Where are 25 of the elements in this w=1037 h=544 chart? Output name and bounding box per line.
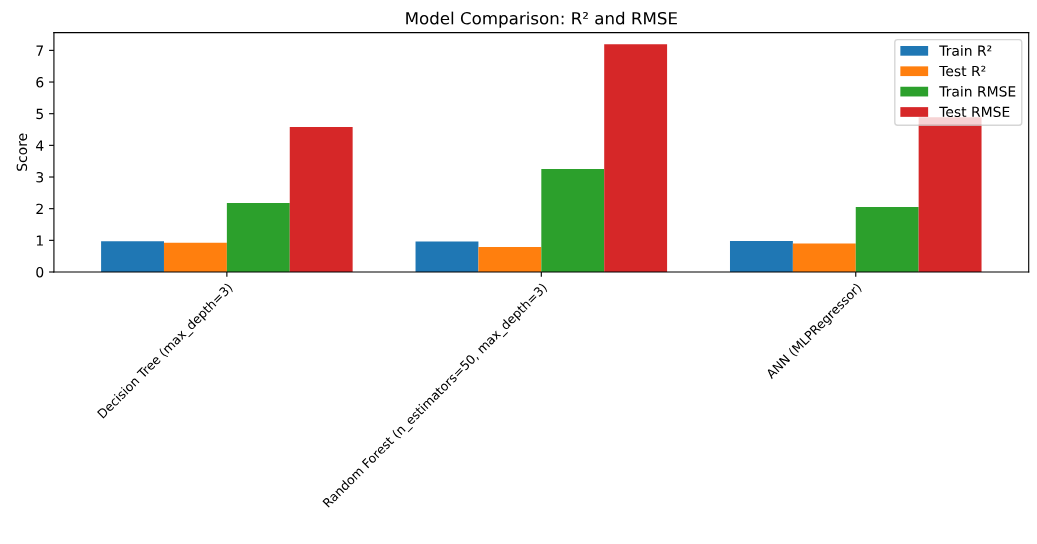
y-tick-label: 4 <box>36 140 44 151</box>
bar <box>289 126 353 272</box>
bar <box>163 242 227 272</box>
y-axis-title: Score <box>16 133 28 171</box>
y-tick-label: 7 <box>36 45 44 56</box>
bar <box>855 207 919 272</box>
y-tick-label: 5 <box>36 108 43 120</box>
y-tick-label: 3 <box>36 171 44 183</box>
bar <box>478 246 542 272</box>
legend-label: Train R² <box>939 45 992 56</box>
legend-label: Test R² <box>939 65 986 77</box>
bar <box>792 243 856 272</box>
bar <box>101 241 164 272</box>
legend-label: Test RMSE <box>939 106 1010 118</box>
y-tick-label: 0 <box>36 266 44 278</box>
bar <box>604 44 668 272</box>
chart-title: Model Comparison: R² and RMSE <box>406 11 677 28</box>
bar <box>415 241 479 272</box>
y-tick-label: 1 <box>36 235 43 246</box>
bar <box>541 169 605 272</box>
bar <box>226 202 290 272</box>
y-tick-label: 6 <box>36 77 44 88</box>
bar <box>729 240 793 272</box>
legend-label: Train RMSE <box>939 85 1016 97</box>
y-tick-label: 2 <box>36 203 43 214</box>
